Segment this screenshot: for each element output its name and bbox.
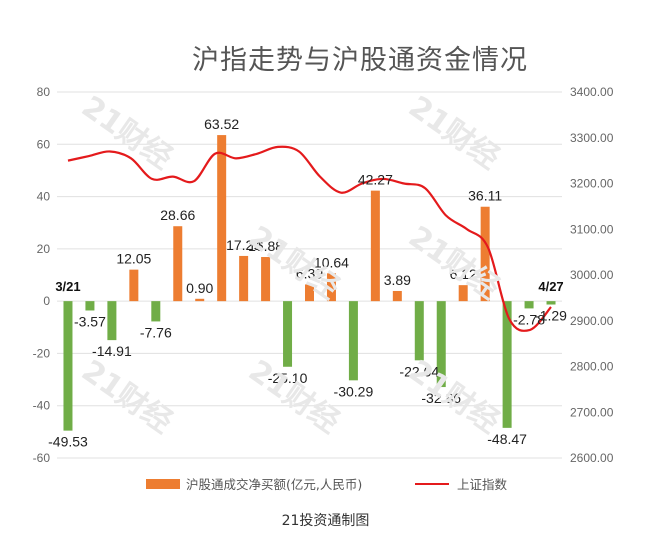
bar-value-label: -30.29 [334, 383, 374, 399]
bar [173, 226, 183, 302]
bar [261, 257, 271, 302]
bar-value-label: -32.86 [421, 390, 461, 406]
right-tick-label: 3200.00 [570, 177, 614, 191]
bar-value-label: 6.12 [450, 266, 477, 282]
bar [151, 301, 161, 322]
left-tick-label: 40 [37, 190, 51, 204]
left-tick-label: -60 [33, 451, 51, 465]
date-label: 3/21 [55, 279, 80, 294]
right-tick-label: 2600.00 [570, 451, 614, 465]
gridlines [57, 91, 562, 459]
bar-value-label: 17.29 [226, 237, 261, 253]
date-labels: 3/21 4/27 [55, 279, 563, 294]
bar [85, 301, 95, 311]
legend-bar-label: 沪股通成交净买额(亿元,人民币) [186, 477, 363, 492]
bar-value-label: -14.91 [92, 343, 132, 359]
bar [129, 269, 139, 302]
bar-value-label: -7.76 [140, 324, 172, 340]
bar [283, 301, 293, 367]
bar [414, 301, 424, 361]
bar-value-label: -48.47 [487, 431, 527, 447]
bar [546, 301, 556, 305]
right-tick-label: 3300.00 [570, 131, 614, 145]
legend-item-line: 上证指数 [415, 474, 507, 493]
chart-footer: 21投资通制图 [281, 513, 370, 529]
bar [107, 301, 117, 341]
bar [458, 285, 468, 302]
right-tick-label: 3400.00 [570, 85, 614, 99]
bar [480, 206, 490, 302]
bar [305, 284, 314, 302]
right-axis-ticks: 2600.00 2700.00 2800.00 2900.00 3000.00 3100.… [570, 85, 614, 465]
line-series [67, 145, 552, 332]
legend-line-label: 上证指数 [457, 477, 508, 492]
chart-title: 沪指走势与沪股通资金情况 [192, 45, 528, 76]
bar-value-label: 3.89 [384, 272, 411, 288]
bar-value-label: 16.88 [248, 238, 283, 254]
bar-value-label: -3.57 [74, 313, 106, 329]
chart-plot: -60 -40 -20 0 20 40 60 80 2600.00 2700.00 2800.00… [33, 85, 614, 465]
bar [348, 301, 358, 381]
bar-value-label: 28.66 [160, 207, 195, 223]
legend-line-swatch [415, 482, 449, 485]
bar [524, 301, 534, 309]
bar-value-label: 6.39 [296, 265, 323, 281]
bar [63, 301, 73, 431]
left-axis-ticks: -60 -40 -20 0 20 40 60 80 [33, 85, 51, 465]
bar-value-label: 42.27 [358, 172, 393, 188]
left-tick-label: -20 [33, 346, 51, 360]
index-line [67, 145, 552, 332]
bar [436, 301, 446, 388]
left-tick-label: 60 [37, 137, 51, 151]
left-tick-label: -40 [33, 399, 51, 413]
bar-value-label: -49.53 [48, 434, 88, 450]
bar-value-label: -2.78 [513, 311, 545, 327]
bar-value-label: 36.11 [468, 188, 502, 204]
right-tick-label: 2700.00 [570, 405, 614, 419]
left-tick-label: 0 [43, 294, 50, 308]
bar [326, 273, 336, 302]
bar [502, 301, 512, 428]
bar-value-label: 63.52 [204, 116, 239, 132]
right-tick-label: 2800.00 [570, 360, 614, 374]
bar-value-labels: -49.53 -3.57 -14.91 12.05 -7.76 28.66 0.90 63.5… [48, 116, 567, 450]
right-tick-label: 3000.00 [570, 268, 614, 282]
bar [217, 135, 227, 302]
legend-bar-swatch [146, 478, 180, 489]
right-tick-label: 3100.00 [570, 222, 614, 236]
bar [392, 290, 402, 302]
bar [195, 298, 205, 302]
bar [239, 255, 249, 302]
bar-value-label: 0.90 [186, 280, 213, 296]
bar-value-label: -22.64 [399, 363, 439, 379]
bar [370, 190, 380, 302]
date-label: 4/27 [538, 279, 563, 294]
bar-value-label: -25.10 [268, 370, 308, 386]
bar-value-label: -1.29 [535, 308, 567, 324]
bar-value-label: 10.64 [314, 254, 349, 270]
right-tick-label: 2900.00 [570, 314, 614, 328]
bar-series [63, 135, 556, 431]
left-tick-label: 20 [37, 242, 51, 256]
bar-value-label: 12.05 [116, 251, 151, 267]
left-tick-label: 80 [37, 85, 51, 99]
legend-item-bar: 沪股通成交净买额(亿元,人民币) [146, 474, 362, 493]
